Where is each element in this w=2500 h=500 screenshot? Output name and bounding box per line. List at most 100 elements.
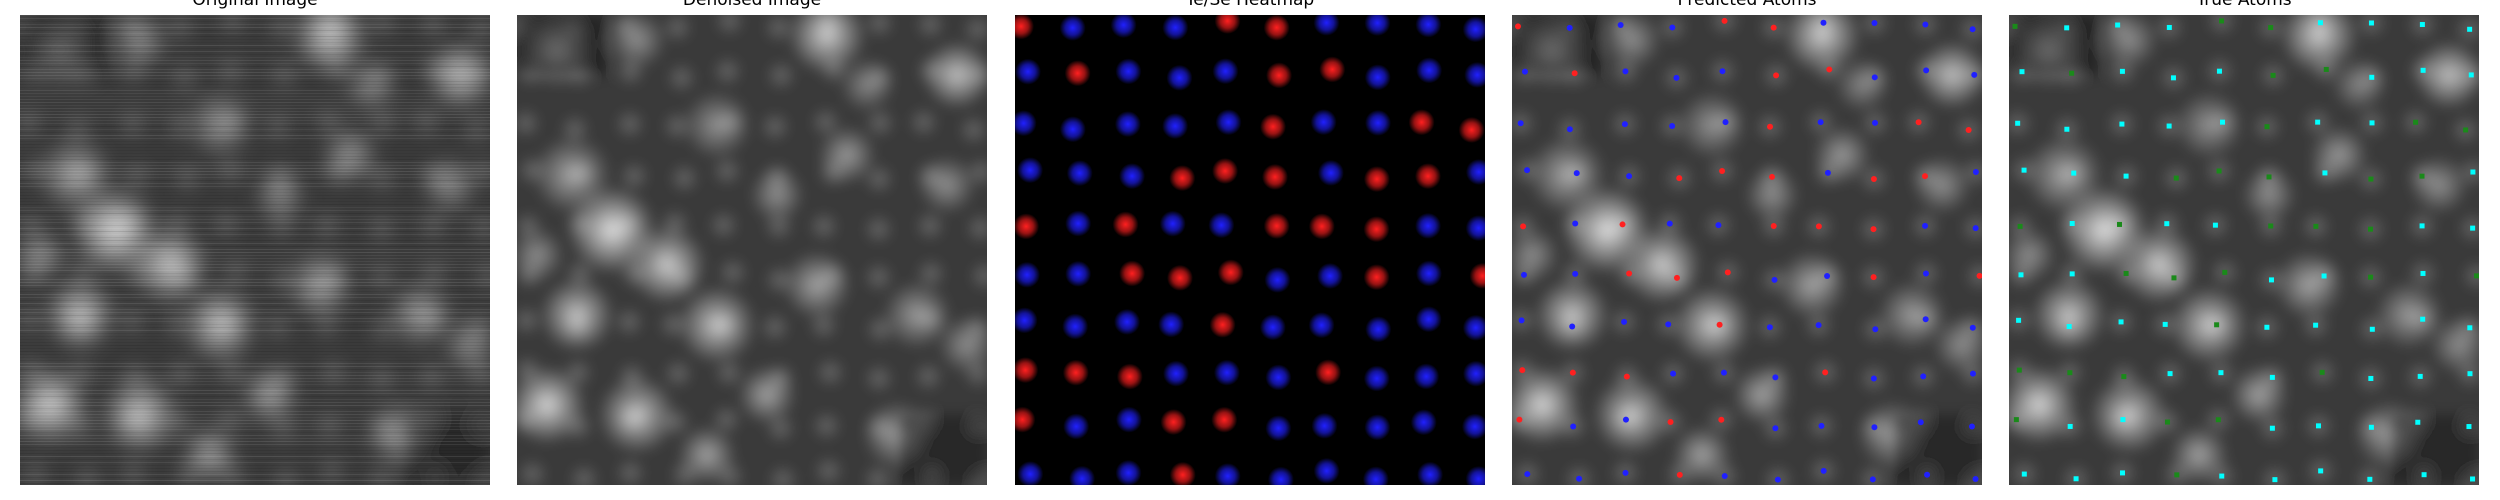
true-atom-marker [2415, 420, 2420, 425]
predicted-atom-marker [1622, 68, 1628, 74]
true-atom-marker [2421, 68, 2426, 73]
predicted-atom-marker [1722, 18, 1728, 24]
true-atom-marker [2016, 318, 2021, 323]
predicted-atom-marker [1872, 74, 1878, 80]
true-atom-marker [2014, 417, 2019, 422]
predicted-atom-marker [1824, 273, 1830, 279]
true-atom-marker [2018, 224, 2023, 229]
predicted-atom-marker [1572, 221, 1578, 227]
predicted-atom-marker [1871, 375, 1877, 381]
predicted-atom-marker [1516, 417, 1522, 423]
predicted-atom-marker [1916, 119, 1922, 125]
true-atom-marker [2017, 368, 2022, 373]
predicted-atom-marker [1918, 419, 1924, 425]
predicted-atom-marker [1572, 70, 1578, 76]
predicted-atom-marker [1624, 374, 1630, 380]
true-atom-marker [2270, 375, 2275, 380]
true-atom-marker [2413, 120, 2418, 125]
true-atom-marker [2315, 120, 2320, 125]
predicted-atom-marker [1717, 322, 1723, 328]
predicted-atom-marker [1673, 75, 1679, 81]
predicted-atom-marker [1515, 23, 1521, 29]
true-atom-marker [2167, 124, 2172, 129]
true-atom-marker [2370, 120, 2375, 125]
predicted-atom-marker [1569, 323, 1575, 329]
predicted-atom-marker [1872, 120, 1878, 126]
true-atom-marker [2120, 69, 2125, 74]
predicted-atom-marker [1922, 223, 1928, 229]
true-atom-marker [2217, 168, 2222, 173]
true-atom-marker [2474, 273, 2479, 278]
true-atom-marker [2218, 370, 2223, 375]
true-atom-marker [2064, 25, 2069, 30]
predicted-atom-marker [1923, 270, 1929, 276]
true-atom-marker [2216, 417, 2221, 422]
true-atom-marker [2369, 75, 2374, 80]
true-atom-marker [2420, 317, 2425, 322]
predicted-atom-marker [1767, 324, 1773, 330]
true-atom-marker [2013, 24, 2018, 29]
predicted-atom-marker [1567, 126, 1573, 132]
predicted-atom-marker [1519, 367, 1525, 373]
predicted-atom-marker [1816, 223, 1822, 229]
true-atom-marker [2067, 370, 2072, 375]
predicted-atom-marker [1570, 370, 1576, 376]
predicted-atom-marker [1572, 271, 1578, 277]
true-atom-marker [2171, 275, 2176, 280]
predicted-atom-marker [1818, 423, 1824, 429]
predicted-atom-marker [1620, 221, 1626, 227]
true-atom-marker [2320, 370, 2325, 375]
panel-title: Predicted Atoms [1512, 0, 1982, 10]
true-atom-marker [2470, 476, 2475, 481]
true-atom-marker [2015, 121, 2020, 126]
predicted-atom-marker [1772, 425, 1778, 431]
true-atom-marker [2370, 327, 2375, 332]
predicted-atom-marker [1621, 319, 1627, 325]
true-atom-marker [2219, 18, 2224, 23]
true-atom-marker [2222, 270, 2227, 275]
true-atom-marker [2165, 420, 2170, 425]
predicted-atom-marker [1922, 22, 1928, 28]
true-atom-marker [2470, 170, 2475, 175]
true-atom-marker [2217, 69, 2222, 74]
true-atom-marker [2369, 20, 2374, 25]
true-atom-marker [2368, 227, 2373, 232]
true-atom-marker [2119, 122, 2124, 127]
predicted-atom-marker [1520, 223, 1526, 229]
predicted-atom-marker [1519, 317, 1525, 323]
predicted-atom-marker [1825, 170, 1831, 176]
true-atom-marker [2422, 472, 2427, 477]
predicted-atom-marker [1922, 173, 1928, 179]
true-atom-marker [2124, 174, 2129, 179]
predicted-atom-marker [1623, 417, 1629, 423]
predicted-atom-marker [1871, 226, 1877, 232]
true-atom-marker [2272, 477, 2277, 482]
predicted-atom-marker [1574, 170, 1580, 176]
true-atom-marker [2064, 127, 2069, 132]
predicted-atom-marker [1923, 67, 1929, 73]
panel-title: Te/Se Heatmap [1015, 0, 1485, 10]
predicted-atom-marker [1622, 121, 1628, 127]
predicted-atom-marker [1567, 25, 1573, 31]
predicted-atom-marker [1969, 424, 1975, 430]
true-atom-marker [2121, 374, 2126, 379]
predicted-atom-marker [1872, 326, 1878, 332]
predicted-atom-marker [1669, 24, 1675, 30]
denoised-image [517, 15, 987, 485]
predicted-atom-marker [1570, 423, 1576, 429]
panel-denoised: Denoised Image [517, 0, 987, 500]
predicted-atom-marker [1670, 371, 1676, 377]
predicted-atom-marker [1674, 275, 1680, 281]
predicted-atom-marker [1518, 120, 1524, 126]
true-atom-marker [2219, 474, 2224, 479]
predicted-atom-marker [1721, 370, 1727, 376]
true-atom-marker [2322, 170, 2327, 175]
predicted-atom-marker [1677, 472, 1683, 478]
panel-heatmap: Te/Se Heatmap [1015, 0, 1485, 500]
predicted-atom-marker [1626, 270, 1632, 276]
predicted-atom-marker [1618, 22, 1624, 28]
true-atom-marker [2270, 426, 2275, 431]
predicted-atom-marker [1719, 168, 1725, 174]
true-atom-marker [2419, 174, 2424, 179]
true-atom-marker [2313, 224, 2318, 229]
